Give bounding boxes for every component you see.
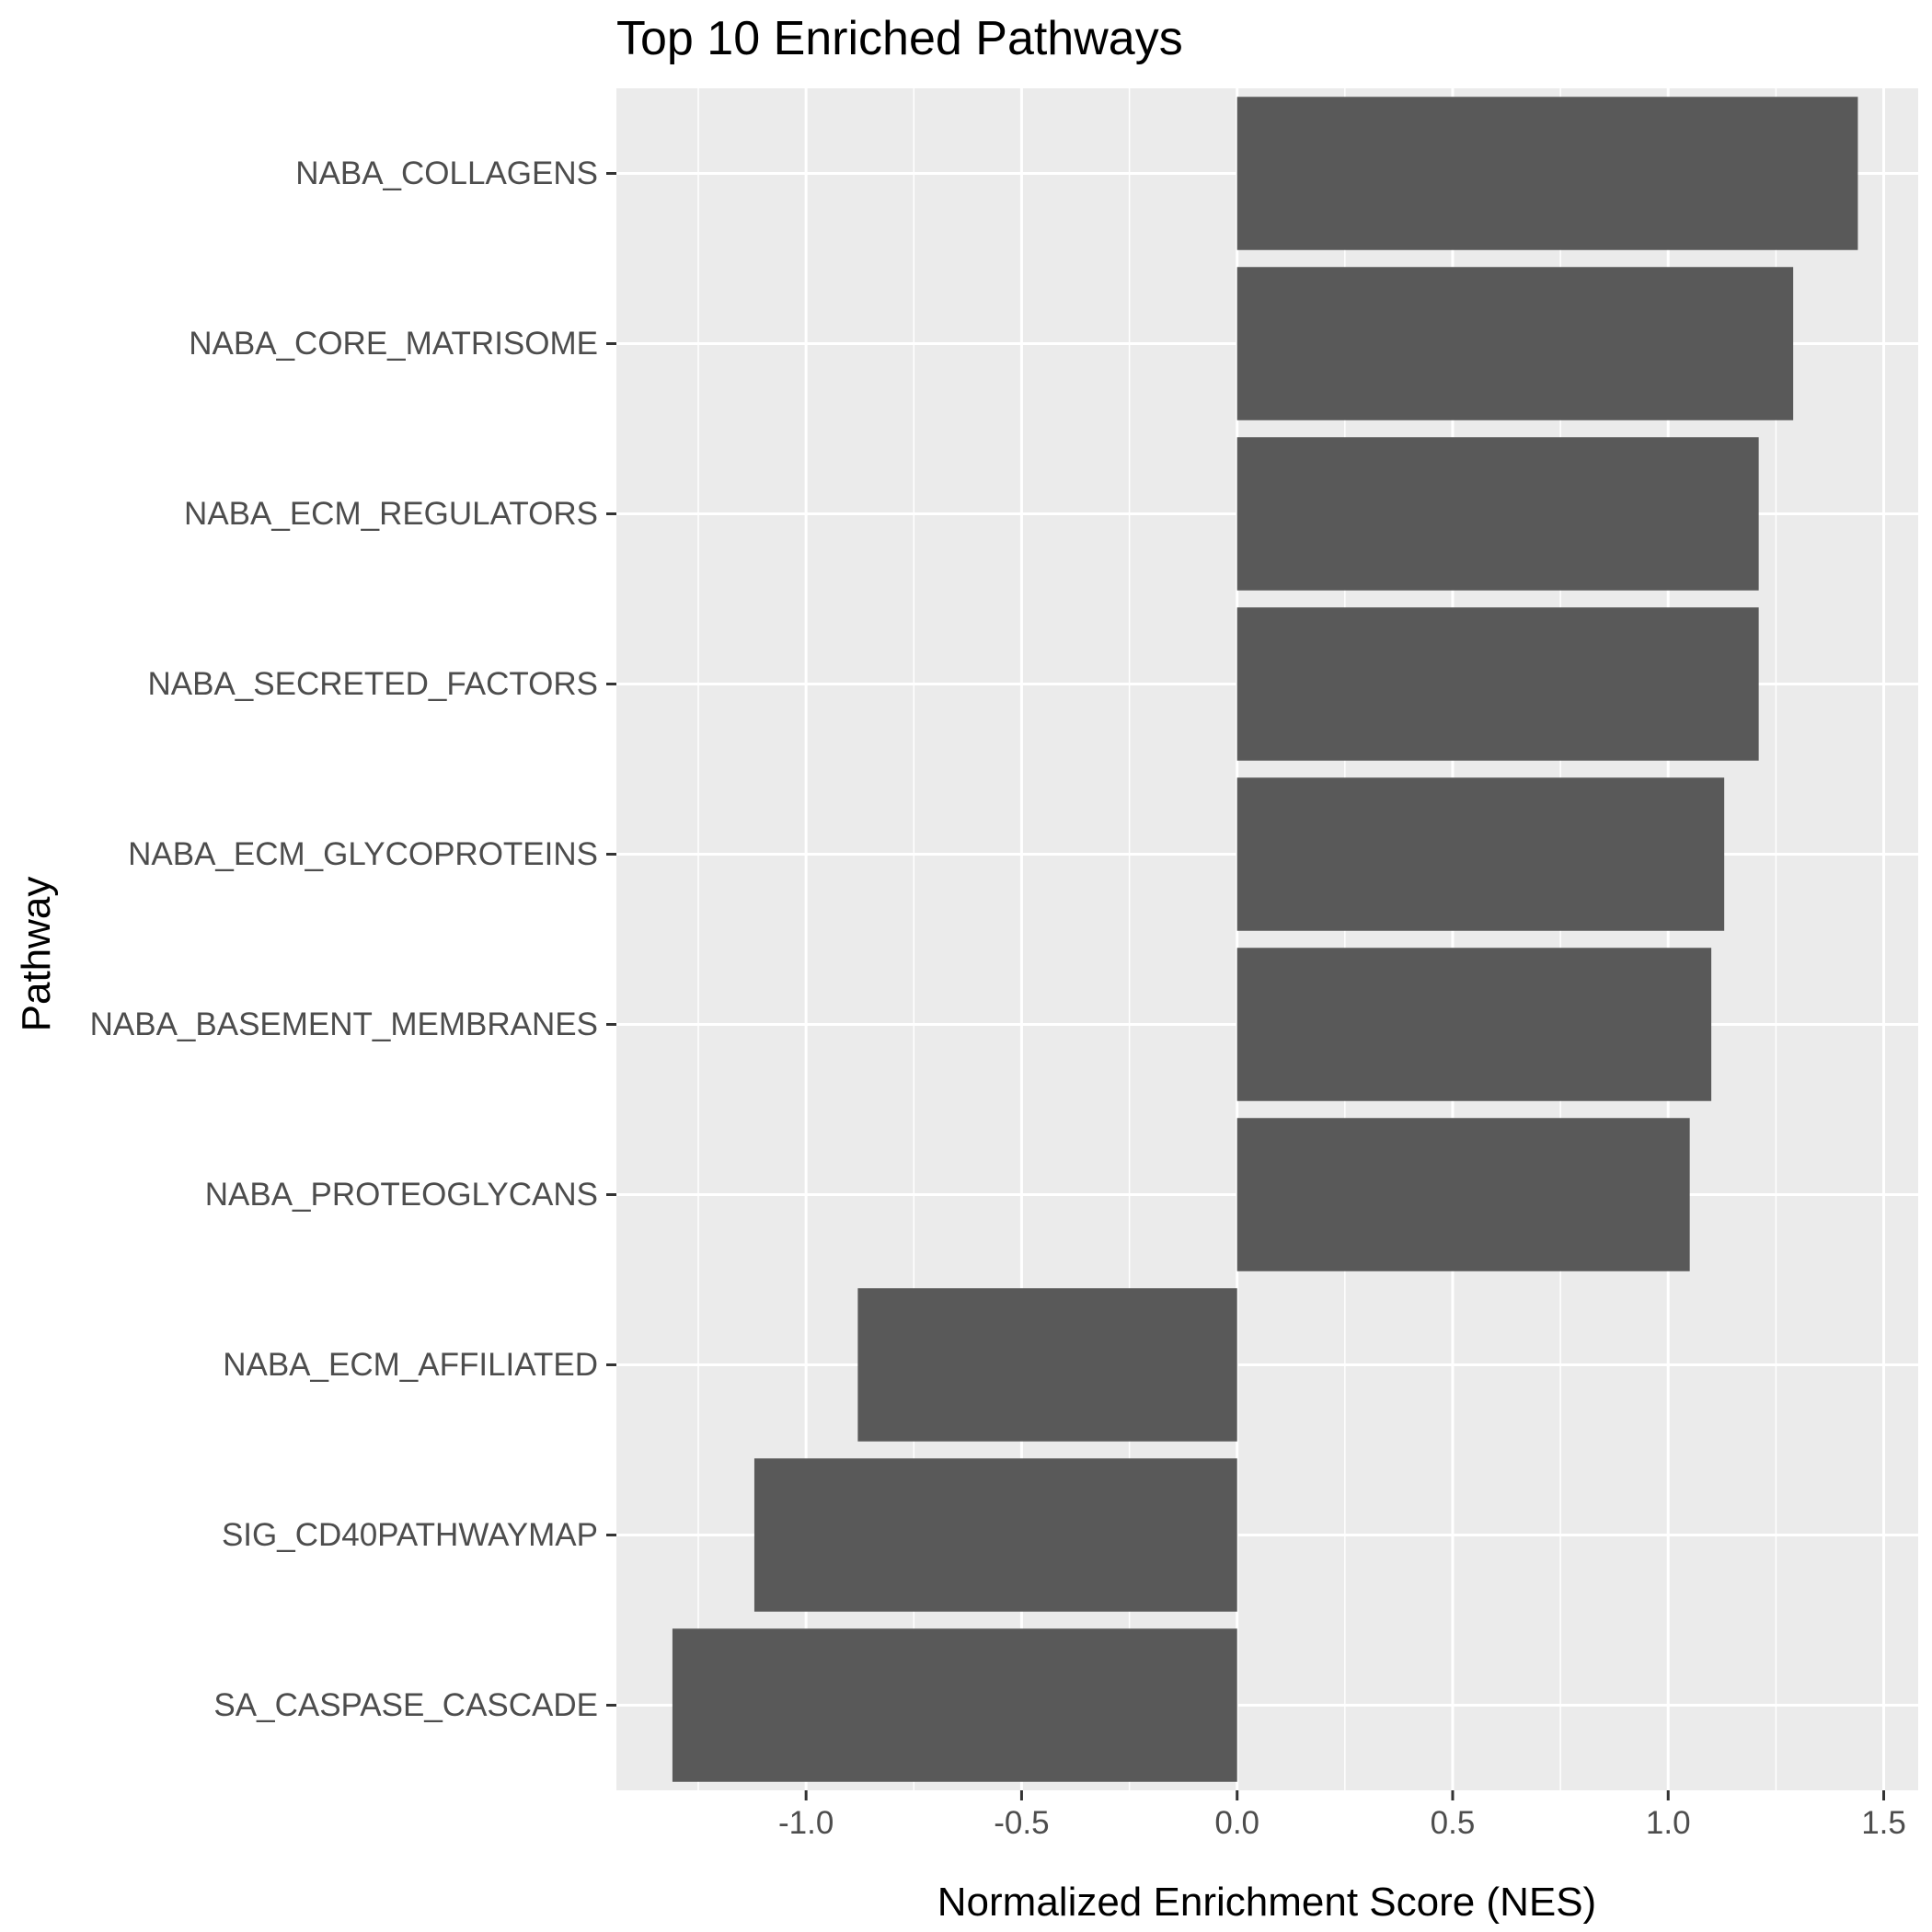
x-tick-label: 0.0	[1214, 1805, 1259, 1841]
y-tick-label: NABA_ECM_AFFILIATED	[223, 1347, 598, 1383]
chart-title: Top 10 Enriched Pathways	[616, 12, 1183, 65]
x-axis-title: Normalized Enrichment Score (NES)	[937, 1880, 1596, 1925]
x-axis: -1.0 -0.5 0.0 0.5 1.0 1.5	[778, 1790, 1906, 1841]
x-tick-label: -1.0	[778, 1805, 834, 1841]
bar-sa-caspase-cascade	[672, 1628, 1237, 1782]
y-axis: NABA_COLLAGENS NABA_CORE_MATRISOME NABA_EC…	[90, 155, 616, 1723]
bar-naba-basement-membranes	[1236, 948, 1712, 1101]
bar-naba-ecm-glycoproteins	[1236, 777, 1725, 931]
bar-sig-cd40pathwaymap	[753, 1458, 1237, 1612]
y-axis-title: Pathway	[14, 877, 59, 1032]
y-tick-label: SA_CASPASE_CASCADE	[213, 1687, 598, 1723]
y-tick-label: NABA_COLLAGENS	[295, 155, 598, 191]
x-tick-label: -0.5	[994, 1805, 1049, 1841]
bar-naba-ecm-affiliated	[857, 1288, 1237, 1442]
bar-naba-ecm-regulators	[1236, 437, 1759, 591]
bars	[672, 97, 1858, 1782]
bar-naba-collagens	[1236, 97, 1858, 250]
y-tick-label: NABA_BASEMENT_MEMBRANES	[90, 1006, 598, 1042]
bar-naba-proteoglycans	[1236, 1118, 1690, 1271]
y-tick-label: NABA_SECRETED_FACTORS	[148, 666, 599, 702]
x-tick-label: 0.5	[1431, 1805, 1476, 1841]
y-tick-label: SIG_CD40PATHWAYMAP	[222, 1517, 598, 1553]
y-tick-label: NABA_PROTEOGLYCANS	[205, 1177, 598, 1213]
y-tick-label: NABA_ECM_GLYCOPROTEINS	[128, 836, 598, 872]
y-tick-label: NABA_CORE_MATRISOME	[189, 326, 598, 362]
x-tick-label: 1.0	[1646, 1805, 1691, 1841]
bar-naba-core-matrisome	[1236, 267, 1794, 420]
bar-naba-secreted-factors	[1236, 607, 1759, 761]
y-tick-label: NABA_ECM_REGULATORS	[184, 496, 598, 532]
x-tick-label: 1.5	[1861, 1805, 1906, 1841]
